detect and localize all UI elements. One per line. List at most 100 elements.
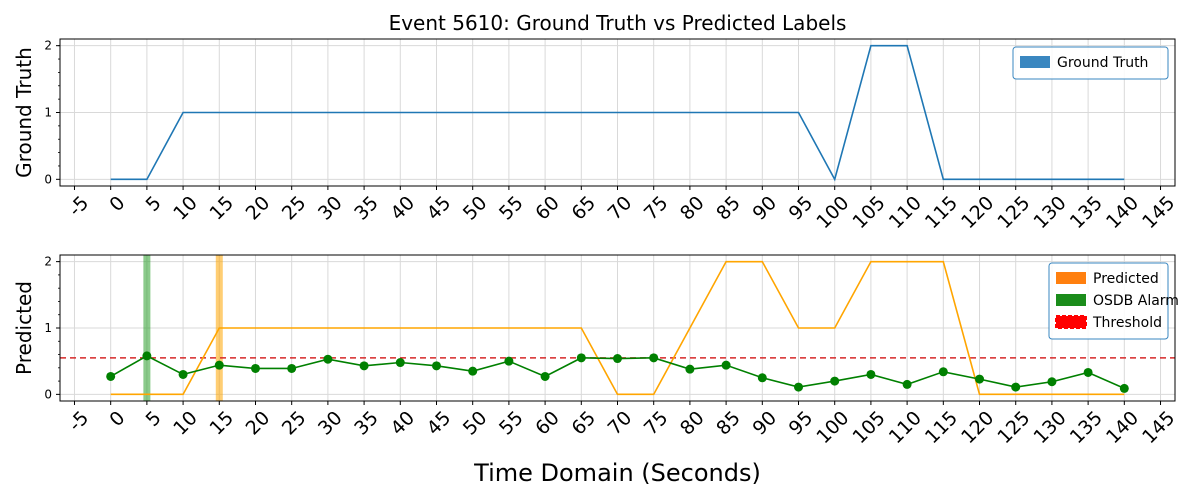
x-tick-label: 130	[1030, 192, 1071, 233]
legend-swatch	[1020, 56, 1050, 68]
data-point	[794, 382, 804, 392]
x-tick-label: -5	[64, 407, 93, 436]
x-tick-label: 75	[640, 407, 673, 440]
x-tick-label: 130	[1030, 407, 1071, 448]
x-tick-label: 80	[676, 407, 709, 440]
data-point	[359, 361, 369, 371]
x-tick-label: 140	[1102, 407, 1143, 448]
legend-label: Ground Truth	[1057, 55, 1148, 71]
data-point	[106, 371, 116, 381]
x-tick-label: 70	[604, 407, 637, 440]
data-point	[250, 363, 260, 373]
data-point	[721, 360, 731, 370]
data-point	[830, 376, 840, 386]
x-tick-label: 20	[242, 407, 275, 440]
legend: Predicted OSDB Alarm Threshold	[1048, 262, 1179, 340]
x-tick-label: 90	[748, 407, 781, 440]
x-tick-label: 65	[567, 407, 600, 440]
y-axis-label: Predicted	[12, 281, 36, 375]
ground-truth-panel: 012-5 0 5 10 15 20 25 30 35 40 45 50 55 60 65 70 75 80 85 9…	[12, 11, 1179, 233]
x-tick-label: 45	[423, 407, 456, 440]
legend-swatch	[1056, 272, 1086, 284]
x-tick-label: 5	[142, 407, 166, 431]
data-point	[902, 379, 912, 389]
x-tick-label: 75	[640, 192, 673, 225]
x-tick-label: 20	[242, 192, 275, 225]
legend-label: Predicted	[1093, 271, 1159, 287]
y-tick-label: 0	[44, 172, 52, 186]
data-point	[323, 354, 333, 364]
x-tick-label: 35	[350, 407, 383, 440]
x-tick-label: 30	[314, 192, 347, 225]
x-tick-label: 115	[921, 407, 962, 448]
data-point	[757, 373, 767, 383]
data-point	[468, 366, 478, 376]
x-tick-label: 85	[712, 192, 745, 225]
x-tick-label: 10	[169, 192, 202, 225]
x-tick-label: 0	[105, 407, 129, 431]
legend-box	[1012, 46, 1169, 80]
x-tick-label: 115	[921, 192, 962, 233]
y-tick-label: 2	[44, 39, 52, 53]
data-point	[287, 363, 297, 373]
legend-swatch	[1055, 315, 1087, 329]
x-tick-label: 105	[849, 407, 890, 448]
data-point	[1047, 377, 1057, 387]
x-tick-label: 10	[169, 407, 202, 440]
x-tick-label: 60	[531, 407, 564, 440]
data-point	[1119, 383, 1129, 393]
x-tick-label: 125	[993, 407, 1034, 448]
x-tick-label: 60	[531, 192, 564, 225]
x-tick-label: 55	[495, 407, 528, 440]
data-point	[431, 361, 441, 371]
x-tick-label: 35	[350, 192, 383, 225]
data-point	[214, 360, 224, 370]
legend-label: Threshold	[1092, 315, 1162, 331]
legend: Ground Truth	[1012, 46, 1169, 80]
x-tick-label: 140	[1102, 192, 1143, 233]
x-tick-label: 105	[849, 192, 890, 233]
vspan-band-0	[143, 255, 151, 401]
series-predicted	[110, 260, 1125, 396]
data-point	[395, 358, 405, 368]
data-point	[1083, 367, 1093, 377]
x-tick-label: 80	[676, 192, 709, 225]
x-tick-label: 15	[205, 407, 238, 440]
series-line	[110, 260, 1125, 396]
data-point	[685, 364, 695, 374]
data-point	[540, 371, 550, 381]
x-axis-label: Time Domain (Seconds)	[473, 459, 761, 487]
data-point	[1011, 382, 1021, 392]
data-point	[178, 369, 188, 379]
x-tick-label: 25	[278, 407, 311, 440]
x-tick-label: 100	[812, 192, 853, 233]
x-tick-label: 0	[105, 192, 129, 216]
x-tick-label: 145	[1138, 407, 1179, 448]
x-tick-label: 95	[785, 192, 818, 225]
y-tick-label: 0	[44, 387, 52, 401]
y-axis-label: Ground Truth	[12, 47, 36, 178]
x-tick-label: 50	[459, 407, 492, 440]
chart-title: Event 5610: Ground Truth vs Predicted La…	[389, 11, 847, 35]
data-point	[613, 354, 622, 364]
series-line	[110, 44, 1125, 182]
x-tick-label: 40	[386, 407, 419, 440]
x-tick-label: 95	[785, 407, 818, 440]
x-tick-label: -5	[64, 192, 93, 221]
legend-swatch	[1056, 294, 1086, 306]
x-tick-label: 90	[748, 192, 781, 225]
x-tick-label: 125	[993, 192, 1034, 233]
x-tick-label: 70	[604, 192, 637, 225]
data-point	[504, 356, 514, 366]
data-point	[142, 351, 152, 361]
x-tick-label: 85	[712, 407, 745, 440]
data-point	[576, 353, 586, 363]
x-tick-label: 15	[205, 192, 238, 225]
x-tick-label: 135	[1066, 407, 1107, 448]
data-point	[938, 367, 948, 377]
x-tick-label: 100	[812, 407, 853, 448]
x-tick-label: 120	[957, 192, 998, 233]
legend-label: OSDB Alarm	[1093, 293, 1179, 309]
y-tick-label: 1	[44, 106, 52, 120]
